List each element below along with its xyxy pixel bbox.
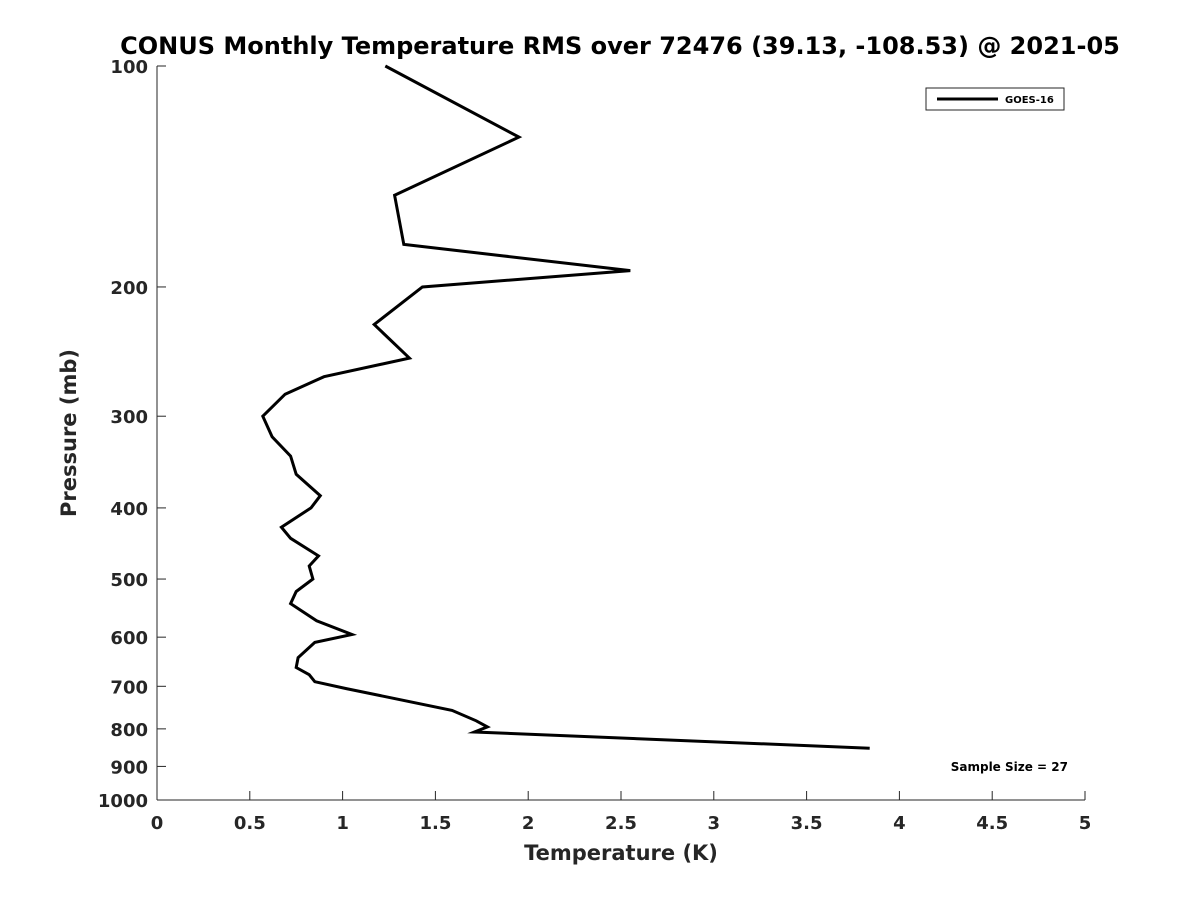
sample-size-annotation: Sample Size = 27 [951,760,1068,774]
x-tick-label: 4.5 [976,813,1008,834]
legend: GOES-16 [925,87,1065,111]
x-tick-label: 3 [708,813,721,834]
x-tick-label: 1 [336,813,349,834]
x-axis-ticks: 0 0.5 1 1.5 2 2.5 3 3.5 4 4.5 5 [151,791,1092,834]
y-tick-label: 900 [110,757,148,778]
x-tick-label: 4 [893,813,906,834]
y-tick-label: 100 [110,57,148,78]
y-axis-ticks: 100 200 300 400 500 600 700 800 900 1000 [98,57,166,812]
x-tick-label: 5 [1079,813,1092,834]
x-tick-label: 2 [522,813,535,834]
x-tick-label: 0 [151,813,164,834]
x-tick-label: 1.5 [419,813,451,834]
y-tick-label: 600 [110,628,148,649]
y-tick-label: 400 [110,499,148,520]
y-tick-label: 200 [110,278,148,299]
y-tick-label: 800 [110,720,148,741]
x-tick-label: 3.5 [791,813,823,834]
y-tick-label: 700 [110,677,148,698]
series-layer [261,64,870,750]
y-tick-label: 300 [110,407,148,428]
x-axis-label: Temperature (K) [524,841,718,865]
x-tick-label: 2.5 [605,813,637,834]
y-tick-label: 500 [110,570,148,591]
series-line-goes-16 [261,64,870,750]
chart-title: CONUS Monthly Temperature RMS over 72476… [120,32,1120,60]
y-axis-label: Pressure (mb) [57,349,81,517]
y-tick-label: 1000 [98,791,148,812]
legend-label-goes-16: GOES-16 [1005,95,1054,106]
x-tick-label: 0.5 [234,813,266,834]
